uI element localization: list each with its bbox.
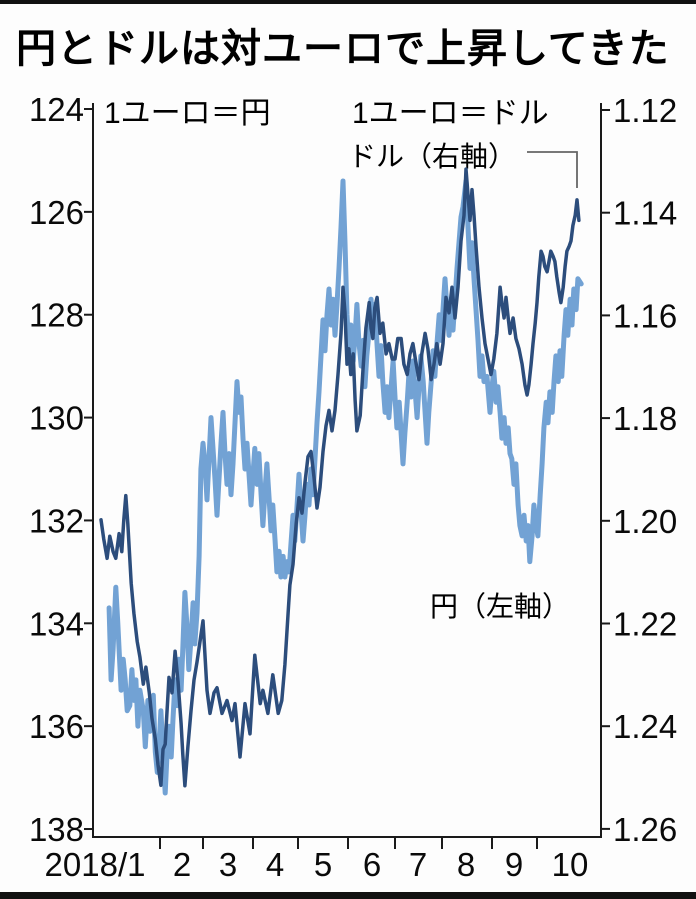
right-axis-tick-label: 1.18: [613, 400, 677, 437]
left-axis-tick-label: 136: [29, 708, 84, 745]
chart-title: 円とドルは対ユーロで上昇してきた: [16, 27, 670, 71]
x-axis-label: 10: [552, 846, 589, 883]
right-axis-tick-label: 1.12: [613, 92, 677, 129]
left-axis-tick-label: 124: [29, 91, 84, 128]
left-axis-tick-label: 126: [29, 194, 84, 231]
x-axis-label: 8: [457, 846, 475, 883]
right-axis-tick-label: 1.24: [613, 708, 677, 745]
right-axis-tick-label: 1.16: [613, 297, 677, 334]
left-axis-tick-label: 138: [29, 811, 84, 848]
right-axis-tick-label: 1.20: [613, 503, 677, 540]
right-axis-header: 1ユーロ＝ドル: [352, 97, 549, 130]
left-axis-tick-label: 128: [29, 297, 84, 334]
x-axis-label: 3: [219, 846, 237, 883]
right-axis-tick-label: 1.26: [613, 811, 677, 848]
x-axis-label: 2018/1: [45, 846, 146, 883]
left-axis-tick-label: 130: [29, 400, 84, 437]
bottom-border-bar: [0, 892, 696, 899]
left-axis-header: 1ユーロ＝円: [104, 97, 271, 130]
yen-series-label: 円（左軸）: [430, 591, 571, 622]
x-axis-label: 5: [314, 846, 332, 883]
left-axis-tick-label: 132: [29, 502, 84, 539]
x-axis-label: 4: [266, 846, 284, 883]
dollar-series-line: [99, 167, 581, 788]
dollar-series-label: ドル（右軸）: [348, 141, 517, 172]
left-axis-tick-label: 134: [29, 605, 84, 642]
yen-series-line: [106, 178, 584, 796]
x-axis-label: 6: [363, 846, 381, 883]
dollar-label-callout-line: [527, 151, 578, 188]
right-axis-tick-label: 1.22: [613, 606, 677, 643]
x-axis-label: 7: [409, 846, 427, 883]
x-axis-label: 2: [173, 846, 191, 883]
right-axis-tick-label: 1.14: [613, 195, 677, 232]
top-border-bar: [0, 0, 696, 4]
x-axis-label: 9: [505, 846, 523, 883]
